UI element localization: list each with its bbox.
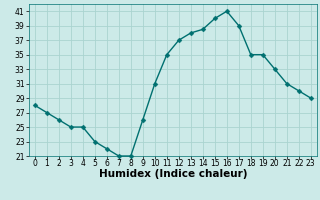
X-axis label: Humidex (Indice chaleur): Humidex (Indice chaleur) (99, 169, 247, 179)
